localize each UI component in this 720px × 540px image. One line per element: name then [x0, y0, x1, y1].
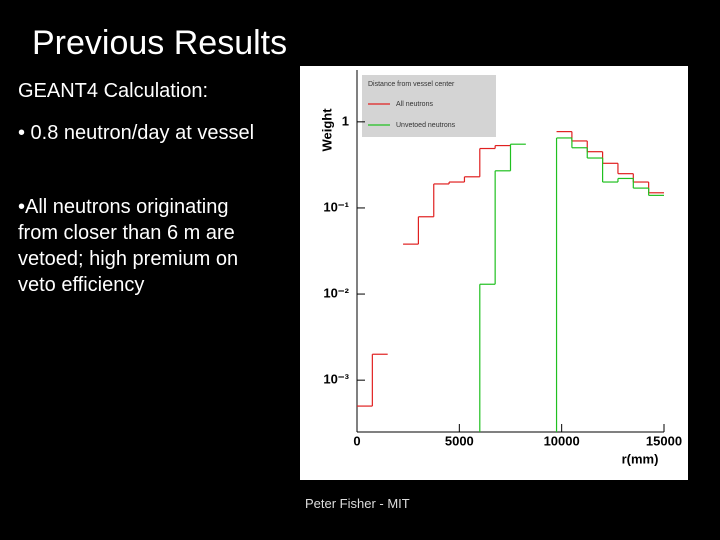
x-tick-label: 5000: [445, 433, 474, 448]
bullet: •All neutrons originating from closer th…: [18, 196, 239, 296]
footer: Peter Fisher - MIT: [305, 496, 410, 511]
legend-box: [362, 75, 496, 137]
x-tick-label: 10000: [544, 433, 580, 448]
y-tick-label: 10⁻¹: [323, 199, 349, 214]
x-tick-label: 0: [353, 433, 360, 448]
legend-label: Unvetoed neutrons: [396, 122, 456, 129]
y-axis-label: Weight: [319, 108, 334, 152]
chart: Distance from vessel center Weight r(mm)…: [300, 66, 688, 480]
bullet: • 0.8 neutron/day at vessel: [18, 122, 255, 144]
legend-label: All neutrons: [396, 101, 433, 108]
y-tick-label: 10⁻³: [323, 372, 349, 387]
legend-title: Distance from vessel center: [368, 81, 455, 88]
x-axis-label: r(mm): [622, 451, 659, 466]
slide-title: Previous Results: [32, 24, 288, 62]
y-tick-label: 1: [342, 113, 349, 128]
x-tick-label: 15000: [646, 433, 682, 448]
heading: GEANT4 Calculation:: [18, 80, 209, 102]
y-tick-label: 10⁻²: [323, 285, 349, 300]
